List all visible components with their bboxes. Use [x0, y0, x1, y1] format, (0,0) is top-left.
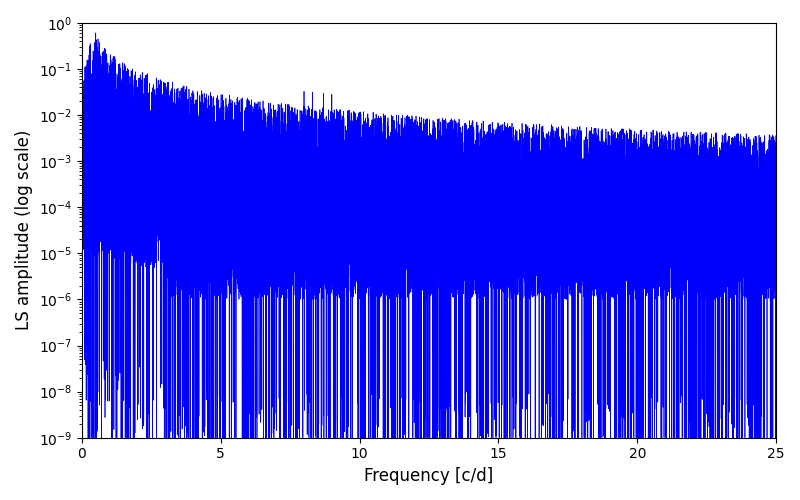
- Y-axis label: LS amplitude (log scale): LS amplitude (log scale): [15, 130, 33, 330]
- X-axis label: Frequency [c/d]: Frequency [c/d]: [364, 467, 494, 485]
